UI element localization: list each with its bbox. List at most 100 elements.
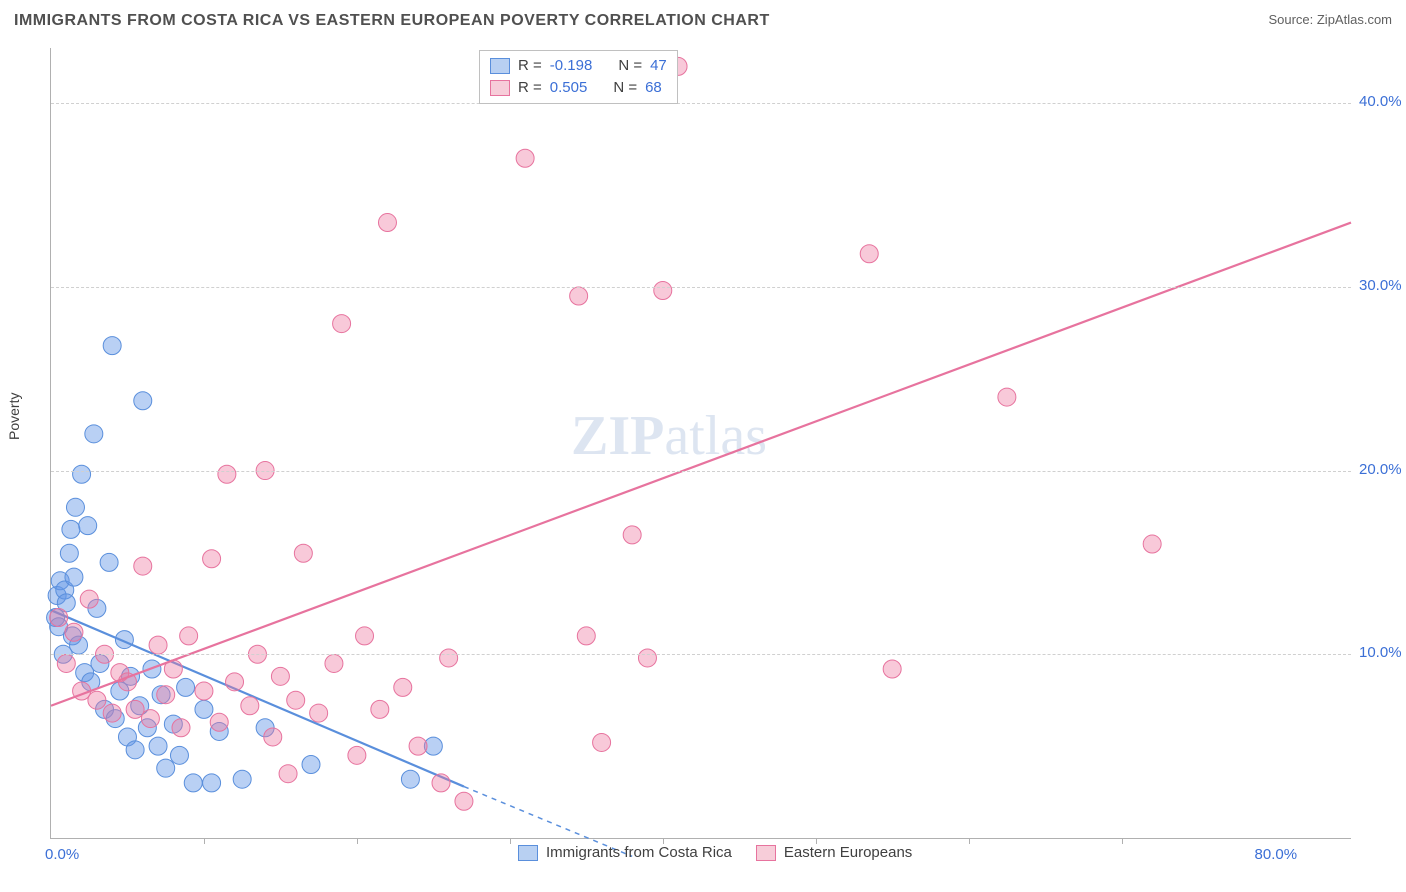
data-point [432, 774, 450, 792]
data-point [203, 774, 221, 792]
n-value: 68 [645, 77, 662, 99]
n-value: 47 [650, 55, 667, 77]
data-point [62, 520, 80, 538]
data-point [241, 697, 259, 715]
trend-line [51, 223, 1351, 706]
y-tick-label: 20.0% [1359, 461, 1402, 478]
data-point [172, 719, 190, 737]
x-minor-tick [204, 838, 205, 844]
data-point [103, 337, 121, 355]
data-point [998, 388, 1016, 406]
data-point [394, 678, 412, 696]
x-tick-label: 80.0% [1255, 846, 1298, 863]
data-point [325, 654, 343, 672]
y-axis-label: Poverty [6, 393, 22, 440]
y-tick-label: 10.0% [1359, 644, 1402, 661]
r-label: R = [518, 77, 542, 99]
y-tick-label: 40.0% [1359, 93, 1402, 110]
data-point [233, 770, 251, 788]
data-point [860, 245, 878, 263]
correlation-box: R =-0.198N =47R =0.505N =68 [479, 50, 678, 104]
gridline [51, 287, 1351, 288]
data-point [177, 678, 195, 696]
data-point [883, 660, 901, 678]
legend-item: Immigrants from Costa Rica [518, 844, 732, 861]
data-point [333, 315, 351, 333]
data-point [294, 544, 312, 562]
data-point [570, 287, 588, 305]
data-point [157, 759, 175, 777]
data-point [73, 465, 91, 483]
data-point [226, 673, 244, 691]
data-point [271, 667, 289, 685]
swatch-icon [518, 845, 538, 861]
data-point [65, 568, 83, 586]
data-point [371, 700, 389, 718]
data-point [180, 627, 198, 645]
data-point [516, 149, 534, 167]
data-point [50, 609, 68, 627]
trend-line [51, 610, 464, 786]
data-point [65, 623, 83, 641]
n-label: N = [613, 77, 637, 99]
gridline [51, 103, 1351, 104]
corr-row: R =0.505N =68 [490, 77, 667, 99]
data-point [577, 627, 595, 645]
data-point [195, 700, 213, 718]
x-minor-tick [357, 838, 358, 844]
x-minor-tick [1122, 838, 1123, 844]
data-point [134, 392, 152, 410]
data-point [455, 792, 473, 810]
y-tick-label: 30.0% [1359, 277, 1402, 294]
corr-row: R =-0.198N =47 [490, 55, 667, 77]
data-point [184, 774, 202, 792]
x-minor-tick [510, 838, 511, 844]
data-point [203, 550, 221, 568]
legend-label: Immigrants from Costa Rica [546, 844, 732, 861]
data-point [348, 746, 366, 764]
data-point [100, 553, 118, 571]
data-point [141, 710, 159, 728]
data-point [401, 770, 419, 788]
data-point [623, 526, 641, 544]
swatch-icon [490, 80, 510, 96]
r-value: -0.198 [550, 55, 593, 77]
data-point [149, 737, 167, 755]
data-point [85, 425, 103, 443]
data-point [170, 746, 188, 764]
data-point [593, 733, 611, 751]
data-point [302, 756, 320, 774]
data-point [134, 557, 152, 575]
swatch-icon [756, 845, 776, 861]
x-tick-label: 0.0% [45, 846, 79, 863]
data-point [279, 765, 297, 783]
data-point [638, 649, 656, 667]
data-point [103, 704, 121, 722]
data-point [287, 691, 305, 709]
data-point [310, 704, 328, 722]
source-label: Source: ZipAtlas.com [1268, 12, 1392, 27]
data-point [1143, 535, 1161, 553]
swatch-icon [490, 58, 510, 74]
data-point [149, 636, 167, 654]
gridline [51, 654, 1351, 655]
data-point [80, 590, 98, 608]
data-point [126, 741, 144, 759]
data-point [195, 682, 213, 700]
x-minor-tick [969, 838, 970, 844]
gridline [51, 471, 1351, 472]
legend-item: Eastern Europeans [756, 844, 912, 861]
legend-label: Eastern Europeans [784, 844, 912, 861]
data-point [157, 686, 175, 704]
data-point [79, 517, 97, 535]
data-point [60, 544, 78, 562]
data-point [654, 282, 672, 300]
chart-title: IMMIGRANTS FROM COSTA RICA VS EASTERN EU… [14, 12, 770, 29]
data-point [440, 649, 458, 667]
data-point [264, 728, 282, 746]
data-point [210, 713, 228, 731]
data-point [356, 627, 374, 645]
data-point [218, 465, 236, 483]
data-point [66, 498, 84, 516]
r-label: R = [518, 55, 542, 77]
